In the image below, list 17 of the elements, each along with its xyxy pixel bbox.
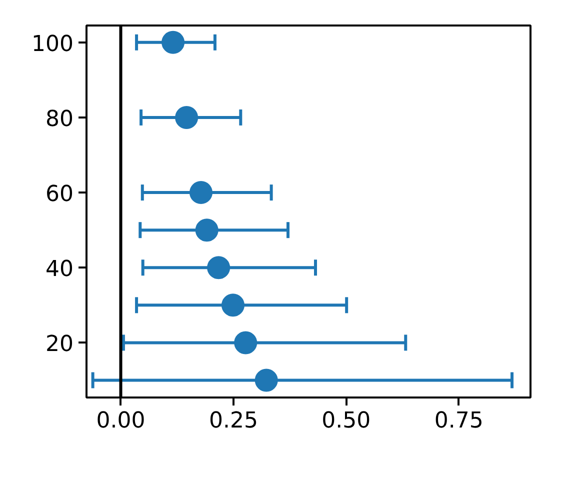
y-tick-label: 100 bbox=[32, 32, 74, 57]
x-tick-label: 0.75 bbox=[434, 408, 484, 434]
point bbox=[207, 256, 230, 280]
y-tick-label: 20 bbox=[46, 332, 74, 358]
y-tick-label: 80 bbox=[46, 106, 74, 132]
x-tick-label: 0.50 bbox=[322, 408, 371, 434]
point bbox=[254, 368, 278, 392]
point bbox=[195, 218, 218, 242]
point bbox=[234, 331, 258, 354]
point bbox=[175, 106, 198, 129]
y-tick-label: 40 bbox=[46, 257, 74, 282]
x-tick-label: 0.00 bbox=[96, 408, 146, 434]
point bbox=[189, 181, 212, 204]
x-tick-label: 0.25 bbox=[208, 408, 258, 434]
y-tick-label: 60 bbox=[46, 182, 74, 208]
point bbox=[162, 30, 185, 54]
point bbox=[221, 294, 244, 317]
